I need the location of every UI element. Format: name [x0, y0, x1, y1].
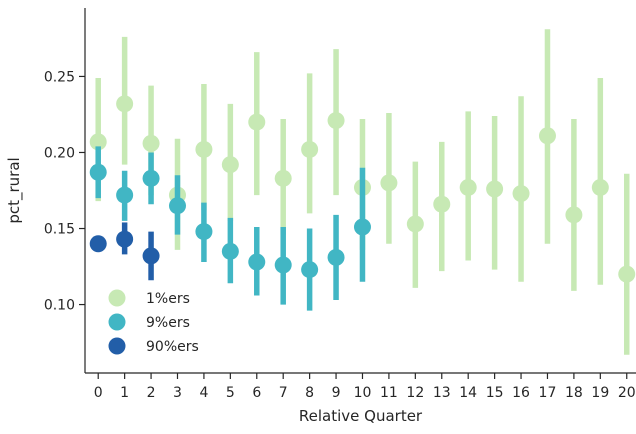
data-point: [195, 223, 213, 241]
legend-label: 90%ers: [146, 339, 199, 355]
data-point: [248, 253, 266, 271]
data-point: [380, 174, 398, 192]
x-tick-label: 4: [199, 385, 208, 401]
data-point: [327, 248, 345, 266]
x-tick-label: 13: [433, 385, 451, 401]
y-axis-label: pct_rural: [5, 157, 24, 223]
x-tick-label: 1: [120, 385, 129, 401]
x-tick-label: 2: [147, 385, 156, 401]
series-2: [89, 222, 160, 281]
data-point: [221, 242, 239, 260]
x-tick-label: 11: [380, 385, 398, 401]
data-point: [89, 163, 107, 181]
data-point: [89, 133, 107, 151]
legend-marker: [108, 313, 126, 331]
data-point: [459, 178, 477, 196]
legend-marker: [108, 337, 126, 355]
data-point: [406, 215, 424, 233]
data-point: [618, 265, 636, 283]
data-point: [301, 140, 319, 158]
y-tick-label: 0.15: [44, 222, 75, 238]
data-point: [221, 156, 239, 174]
data-point: [195, 140, 213, 158]
y-tick-label: 0.10: [44, 298, 75, 314]
data-point: [248, 113, 266, 131]
y-tick-label: 0.20: [44, 145, 75, 161]
x-tick-label: 19: [591, 385, 609, 401]
x-tick-label: 3: [173, 385, 182, 401]
x-tick-label: 18: [565, 385, 583, 401]
data-point: [327, 112, 345, 130]
data-point: [116, 95, 134, 113]
legend-label: 9%ers: [146, 315, 190, 331]
data-point: [538, 127, 556, 145]
data-point: [116, 230, 134, 248]
x-axis-label: Relative Quarter: [299, 407, 423, 425]
data-point: [433, 195, 451, 213]
x-tick-label: 16: [512, 385, 530, 401]
data-point: [512, 185, 530, 203]
data-point: [168, 197, 186, 215]
legend-marker: [108, 289, 126, 307]
y-tick-label: 0.25: [44, 69, 75, 85]
x-tick-label: 17: [539, 385, 557, 401]
data-point: [486, 180, 504, 198]
x-tick-label: 15: [486, 385, 504, 401]
x-tick-label: 9: [332, 385, 341, 401]
series-1: [89, 146, 371, 311]
x-tick-label: 7: [279, 385, 288, 401]
data-point: [89, 235, 107, 253]
x-tick-label: 5: [226, 385, 235, 401]
data-point: [274, 256, 292, 274]
x-tick-label: 6: [252, 385, 261, 401]
legend: 1%ers 9%ers 90%ers: [108, 289, 199, 355]
data-point: [301, 261, 319, 279]
data-point: [142, 134, 160, 152]
x-tick-label: 0: [94, 385, 103, 401]
x-tick-label: 14: [459, 385, 477, 401]
axes: 0 1 2 3 4 5 6 7 8 9 10 11 12 13 14 15 16 17 18 19 200.100.15…: [44, 8, 636, 401]
x-tick-label: 20: [618, 385, 636, 401]
x-tick-label: 12: [406, 385, 424, 401]
x-tick-label: 10: [354, 385, 372, 401]
legend-label: 1%ers: [146, 291, 190, 307]
data-point: [565, 206, 583, 224]
plot-area: [89, 29, 636, 355]
data-point: [591, 178, 609, 196]
data-point: [142, 169, 160, 187]
data-point: [274, 169, 292, 187]
data-point: [116, 186, 134, 204]
x-tick-label: 8: [305, 385, 314, 401]
data-point: [353, 218, 371, 236]
data-point: [142, 247, 160, 265]
